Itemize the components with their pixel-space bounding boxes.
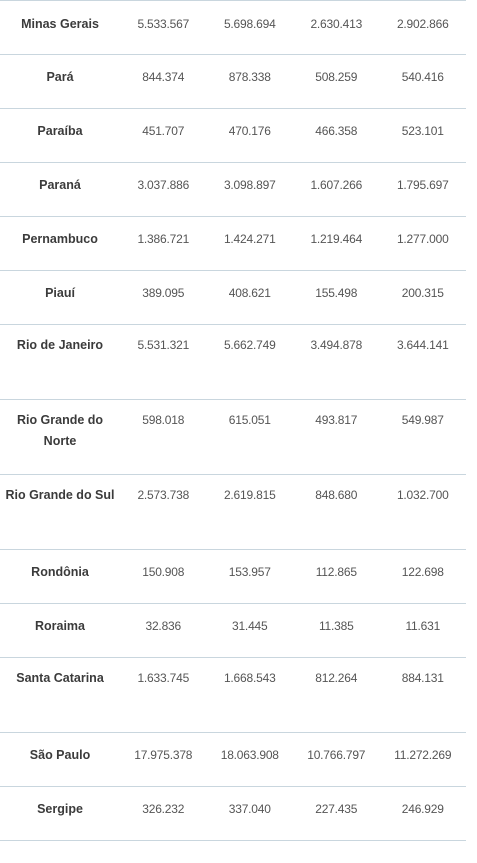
value-cell: 5.533.567 bbox=[137, 17, 190, 31]
state-name-cell: Paraná bbox=[39, 178, 81, 192]
value-cell: 32.836 bbox=[145, 619, 181, 633]
value-cell: 3.644.141 bbox=[396, 338, 449, 352]
table-row: Rio Grande do Sul 2.573.738 2.619.815 84… bbox=[0, 475, 466, 550]
value-cell: 5.698.694 bbox=[223, 17, 276, 31]
value-cell: 10.766.797 bbox=[307, 748, 366, 762]
state-name-cell: Rondônia bbox=[31, 565, 89, 579]
value-cell: 11.272.269 bbox=[394, 748, 452, 762]
value-cell: 17.975.378 bbox=[134, 748, 193, 762]
state-name-cell: São Paulo bbox=[29, 748, 91, 762]
value-cell: 389.095 bbox=[142, 286, 185, 300]
value-cell: 615.051 bbox=[228, 413, 271, 427]
table-row: Sergipe 326.232 337.040 227.435 246.929 bbox=[0, 787, 466, 841]
value-cell: 508.259 bbox=[315, 70, 358, 84]
value-cell: 470.176 bbox=[228, 124, 271, 138]
table-row: Santa Catarina 1.633.745 1.668.543 812.2… bbox=[0, 658, 466, 733]
value-cell: 155.498 bbox=[315, 286, 358, 300]
value-cell: 812.264 bbox=[315, 671, 358, 685]
value-cell: 337.040 bbox=[228, 802, 271, 816]
value-cell: 549.987 bbox=[401, 413, 444, 427]
value-cell: 1.386.721 bbox=[137, 232, 190, 246]
states-data-table: Minas Gerais 5.533.567 5.698.694 2.630.4… bbox=[0, 0, 466, 841]
value-cell: 2.902.866 bbox=[396, 17, 449, 31]
value-cell: 1.668.543 bbox=[223, 671, 276, 685]
table-row: São Paulo 17.975.378 18.063.908 10.766.7… bbox=[0, 733, 466, 787]
value-cell: 848.680 bbox=[315, 488, 358, 502]
table-row: Piauí 389.095 408.621 155.498 200.315 bbox=[0, 271, 466, 325]
value-cell: 5.662.749 bbox=[223, 338, 276, 352]
value-cell: 1.795.697 bbox=[396, 178, 449, 192]
table-row: Rio de Janeiro 5.531.321 5.662.749 3.494… bbox=[0, 325, 466, 400]
state-name-cell: Santa Catarina bbox=[16, 671, 104, 685]
value-cell: 3.037.886 bbox=[137, 178, 190, 192]
value-cell: 11.631 bbox=[405, 619, 441, 633]
value-cell: 227.435 bbox=[315, 802, 358, 816]
value-cell: 2.573.738 bbox=[137, 488, 190, 502]
state-name-cell: Paraíba bbox=[37, 124, 83, 138]
value-cell: 150.908 bbox=[142, 565, 185, 579]
value-cell: 598.018 bbox=[142, 413, 185, 427]
value-cell: 523.101 bbox=[401, 124, 444, 138]
value-cell: 5.531.321 bbox=[137, 338, 190, 352]
value-cell: 493.817 bbox=[315, 413, 358, 427]
table-row: Roraima 32.836 31.445 11.385 11.631 bbox=[0, 604, 466, 658]
table-row: Paraíba 451.707 470.176 466.358 523.101 bbox=[0, 109, 466, 163]
value-cell: 466.358 bbox=[315, 124, 358, 138]
state-name-cell: Sergipe bbox=[37, 802, 83, 816]
value-cell: 200.315 bbox=[401, 286, 444, 300]
value-cell: 884.131 bbox=[401, 671, 444, 685]
value-cell: 11.385 bbox=[318, 619, 354, 633]
value-cell: 2.630.413 bbox=[310, 17, 363, 31]
value-cell: 3.098.897 bbox=[223, 178, 276, 192]
value-cell: 1.277.000 bbox=[396, 232, 449, 246]
value-cell: 153.957 bbox=[228, 565, 271, 579]
value-cell: 3.494.878 bbox=[310, 338, 363, 352]
state-name-cell: Piauí bbox=[45, 286, 75, 300]
table-row: Paraná 3.037.886 3.098.897 1.607.266 1.7… bbox=[0, 163, 466, 217]
value-cell: 1.633.745 bbox=[137, 671, 190, 685]
table-row: Rio Grande do Norte 598.018 615.051 493.… bbox=[0, 400, 466, 475]
table-row: Pernambuco 1.386.721 1.424.271 1.219.464… bbox=[0, 217, 466, 271]
state-name-cell: Pará bbox=[46, 70, 74, 84]
value-cell: 31.445 bbox=[231, 619, 268, 633]
state-name-cell: Roraima bbox=[34, 619, 86, 633]
value-cell: 540.416 bbox=[401, 70, 444, 84]
state-name-cell: Rio de Janeiro bbox=[16, 338, 104, 352]
value-cell: 122.698 bbox=[401, 565, 444, 579]
state-name-cell: Rio Grande do Sul bbox=[5, 488, 115, 502]
value-cell: 246.929 bbox=[401, 802, 444, 816]
value-cell: 18.063.908 bbox=[220, 748, 279, 762]
value-cell: 326.232 bbox=[142, 802, 185, 816]
state-name-cell: Rio Grande do Norte bbox=[16, 413, 104, 448]
value-cell: 2.619.815 bbox=[223, 488, 276, 502]
state-name-cell: Pernambuco bbox=[22, 232, 98, 246]
state-name-cell: Minas Gerais bbox=[21, 17, 99, 31]
table-row: Rondônia 150.908 153.957 112.865 122.698 bbox=[0, 550, 466, 604]
value-cell: 1.607.266 bbox=[310, 178, 363, 192]
value-cell: 408.621 bbox=[228, 286, 271, 300]
table-row: Minas Gerais 5.533.567 5.698.694 2.630.4… bbox=[0, 0, 466, 55]
value-cell: 878.338 bbox=[228, 70, 271, 84]
value-cell: 112.865 bbox=[315, 565, 357, 579]
value-cell: 1.032.700 bbox=[396, 488, 449, 502]
value-cell: 844.374 bbox=[142, 70, 185, 84]
value-cell: 1.424.271 bbox=[223, 232, 276, 246]
value-cell: 1.219.464 bbox=[310, 232, 363, 246]
value-cell: 451.707 bbox=[142, 124, 185, 138]
table-row: Pará 844.374 878.338 508.259 540.416 bbox=[0, 55, 466, 109]
